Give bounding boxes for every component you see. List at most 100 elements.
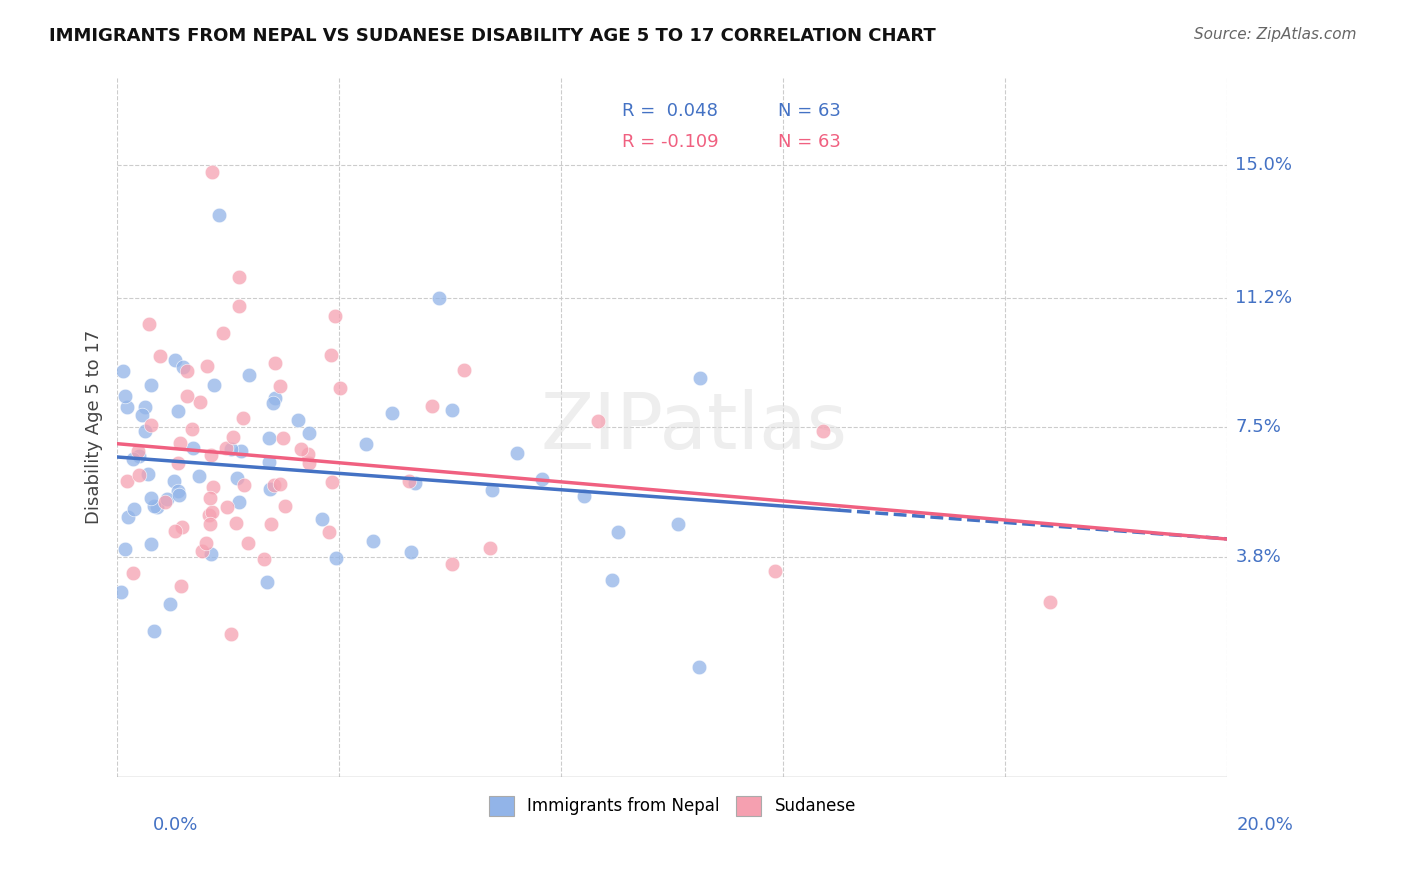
Point bbox=[256, 574, 278, 589]
Point bbox=[427, 291, 450, 305]
Text: R =  0.048: R = 0.048 bbox=[623, 102, 718, 120]
Point bbox=[202, 378, 225, 392]
Point bbox=[124, 501, 146, 516]
Point bbox=[1038, 595, 1060, 609]
Point bbox=[176, 389, 198, 403]
Point bbox=[321, 475, 343, 489]
Point bbox=[228, 299, 250, 313]
Point bbox=[202, 480, 225, 494]
Point bbox=[197, 508, 219, 523]
Point bbox=[763, 564, 786, 578]
Point bbox=[354, 437, 377, 451]
Point bbox=[225, 516, 247, 530]
Point bbox=[607, 525, 630, 540]
Text: 15.0%: 15.0% bbox=[1236, 156, 1292, 174]
Text: N = 63: N = 63 bbox=[778, 133, 841, 151]
Point bbox=[181, 422, 204, 436]
Text: 11.2%: 11.2% bbox=[1236, 289, 1292, 307]
Point bbox=[121, 452, 143, 467]
Point bbox=[172, 520, 194, 534]
Point bbox=[453, 363, 475, 377]
Text: 20.0%: 20.0% bbox=[1237, 816, 1294, 834]
Point bbox=[422, 399, 444, 413]
Point bbox=[269, 476, 291, 491]
Point bbox=[297, 447, 319, 461]
Point bbox=[232, 478, 254, 492]
Text: 3.8%: 3.8% bbox=[1236, 548, 1281, 566]
Point bbox=[222, 430, 245, 444]
Point bbox=[200, 547, 222, 561]
Point bbox=[298, 456, 321, 470]
Point bbox=[195, 359, 218, 374]
Point bbox=[600, 573, 623, 587]
Point bbox=[134, 424, 156, 438]
Point bbox=[166, 484, 188, 499]
Point bbox=[666, 516, 689, 531]
Point bbox=[190, 543, 212, 558]
Point bbox=[169, 487, 191, 501]
Point bbox=[290, 442, 312, 456]
Point bbox=[146, 500, 169, 514]
Point bbox=[287, 413, 309, 427]
Point bbox=[139, 537, 162, 551]
Point bbox=[172, 359, 194, 374]
Point bbox=[149, 349, 172, 363]
Point bbox=[441, 403, 464, 417]
Point bbox=[441, 558, 464, 572]
Point bbox=[159, 597, 181, 611]
Legend: Immigrants from Nepal, Sudanese: Immigrants from Nepal, Sudanese bbox=[481, 788, 865, 824]
Point bbox=[228, 269, 250, 284]
Point bbox=[269, 379, 291, 393]
Point bbox=[131, 408, 153, 422]
Point bbox=[232, 410, 254, 425]
Point bbox=[114, 389, 136, 403]
Point bbox=[215, 500, 238, 515]
Point bbox=[165, 524, 187, 538]
Point bbox=[253, 551, 276, 566]
Text: N = 63: N = 63 bbox=[778, 102, 841, 120]
Point bbox=[311, 512, 333, 526]
Point bbox=[398, 474, 420, 488]
Point bbox=[127, 444, 149, 458]
Point bbox=[257, 455, 280, 469]
Point bbox=[229, 443, 252, 458]
Point bbox=[257, 431, 280, 445]
Point bbox=[263, 478, 285, 492]
Point bbox=[228, 494, 250, 508]
Point bbox=[262, 396, 284, 410]
Point bbox=[506, 446, 529, 460]
Point bbox=[200, 165, 222, 179]
Point bbox=[271, 431, 294, 445]
Point bbox=[219, 442, 242, 457]
Point bbox=[166, 403, 188, 417]
Point bbox=[361, 534, 384, 549]
Y-axis label: Disability Age 5 to 17: Disability Age 5 to 17 bbox=[86, 330, 103, 524]
Point bbox=[273, 499, 295, 513]
Point bbox=[207, 208, 229, 222]
Point bbox=[478, 541, 501, 555]
Point bbox=[404, 475, 426, 490]
Point bbox=[530, 472, 553, 486]
Point bbox=[114, 541, 136, 556]
Point bbox=[319, 348, 342, 362]
Text: 0.0%: 0.0% bbox=[153, 816, 198, 834]
Point bbox=[381, 406, 404, 420]
Text: IMMIGRANTS FROM NEPAL VS SUDANESE DISABILITY AGE 5 TO 17 CORRELATION CHART: IMMIGRANTS FROM NEPAL VS SUDANESE DISABI… bbox=[49, 27, 936, 45]
Point bbox=[166, 456, 188, 470]
Text: Source: ZipAtlas.com: Source: ZipAtlas.com bbox=[1194, 27, 1357, 42]
Point bbox=[201, 505, 224, 519]
Point bbox=[264, 356, 287, 370]
Point bbox=[198, 491, 221, 506]
Point bbox=[811, 424, 834, 438]
Point bbox=[170, 578, 193, 592]
Point bbox=[111, 364, 134, 378]
Point bbox=[298, 426, 321, 441]
Point bbox=[134, 401, 156, 415]
Point bbox=[110, 585, 132, 599]
Point bbox=[188, 468, 211, 483]
Text: 7.5%: 7.5% bbox=[1236, 418, 1281, 436]
Point bbox=[238, 536, 260, 550]
Point bbox=[169, 436, 191, 450]
Point bbox=[260, 516, 283, 531]
Point bbox=[399, 545, 422, 559]
